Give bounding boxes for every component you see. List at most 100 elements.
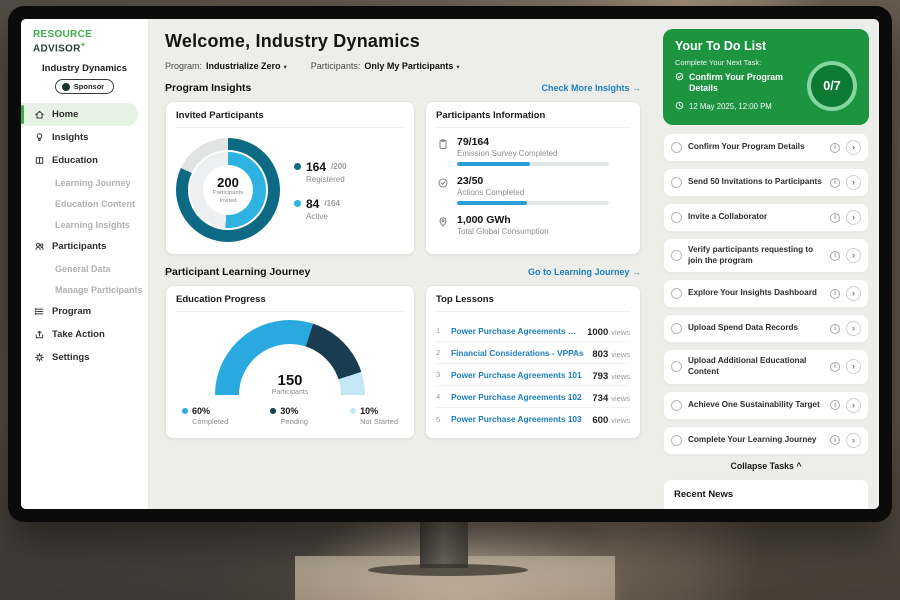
todo-title: Your To Do List <box>675 39 767 53</box>
section-title: Program Insights <box>165 82 252 94</box>
sidebar-item-program[interactable]: Program <box>21 300 148 323</box>
monitor-stand <box>420 518 468 568</box>
arrow-right-icon: → <box>632 267 641 277</box>
info-icon[interactable]: i <box>830 177 840 188</box>
info-icon[interactable]: i <box>830 142 840 153</box>
chevron-right-icon[interactable]: › <box>846 286 861 302</box>
collapse-tasks-link[interactable]: Collapse Tasks ^ <box>663 461 869 471</box>
lesson-row[interactable]: 4 Power Purchase Agreements 102 734 views <box>436 386 630 408</box>
sidebar-item-take-action[interactable]: Take Action <box>21 323 148 346</box>
sidebar-item-label: Education Content <box>55 198 135 209</box>
sidebar-item-education-content[interactable]: Education Content <box>21 193 148 214</box>
task-row[interactable]: Complete Your Learning Journey i › <box>663 425 869 455</box>
recent-news-card[interactable]: Recent News <box>663 478 869 509</box>
info-icon[interactable]: i <box>830 435 840 446</box>
chevron-right-icon[interactable]: › <box>846 175 861 190</box>
task-row[interactable]: Explore Your Insights Dashboard i › <box>663 279 869 309</box>
lesson-views: 803 <box>592 348 609 360</box>
chevron-right-icon[interactable]: › <box>846 397 861 413</box>
sidebar-item-learning-journey[interactable]: Learning Journey <box>21 172 148 193</box>
task-checkbox[interactable] <box>671 399 682 411</box>
take-action-icon <box>34 329 45 340</box>
chevron-right-icon[interactable]: › <box>846 321 861 337</box>
program-dropdown[interactable]: Program: Industrialize Zero ▾ <box>165 61 287 71</box>
task-row[interactable]: Verify participants requesting to join t… <box>663 238 869 274</box>
top-lessons-card: Top Lessons 1 Power Purchase Agreements … <box>425 285 641 439</box>
sidebar-item-general-data[interactable]: General Data <box>21 258 148 279</box>
chevron-right-icon[interactable]: › <box>846 432 861 448</box>
task-row[interactable]: Invite a Collaborator i › <box>663 203 869 232</box>
legend-total: /200 <box>331 162 347 171</box>
task-checkbox[interactable] <box>671 434 682 446</box>
chevron-up-icon: ^ <box>796 460 802 471</box>
chevron-right-icon[interactable]: › <box>846 248 861 264</box>
lesson-row[interactable]: 2 Financial Considerations - VPPAs 803 vi… <box>436 342 630 364</box>
task-label: Achieve One Sustainability Target <box>688 399 820 409</box>
sidebar-item-label: Take Action <box>52 329 105 341</box>
todo-task-list: Confirm Your Program Details i › Send 50… <box>663 133 869 455</box>
chevron-right-icon[interactable]: › <box>846 140 861 155</box>
task-checkbox[interactable] <box>671 250 682 262</box>
sidebar-nav: Home Insights Education Learning Journey <box>21 103 148 509</box>
lesson-title-link[interactable]: Power Purchase Agreements 101 <box>451 369 582 380</box>
location-pin-icon <box>436 214 449 228</box>
lesson-title-link[interactable]: Power Purchase Agreements 101 <box>451 325 581 336</box>
info-icon[interactable]: i <box>830 288 840 299</box>
legend-value: 164 <box>306 159 327 174</box>
sidebar-item-label: Education <box>52 155 98 167</box>
info-icon[interactable]: i <box>830 400 840 411</box>
lesson-title-link[interactable]: Financial Considerations - VPPAs <box>451 347 584 358</box>
task-label: Upload Additional Educational Content <box>688 356 807 376</box>
todo-subtitle: Complete Your Next Task: <box>675 58 762 67</box>
info-icon[interactable]: i <box>830 212 840 223</box>
donut-center: 200 Participants Invited <box>203 165 253 215</box>
sidebar-item-participants[interactable]: Participants <box>21 235 148 258</box>
sidebar-item-label: General Data <box>55 263 111 274</box>
sponsor-badge[interactable]: Sponsor <box>54 79 115 95</box>
logo-plus: + <box>80 40 86 49</box>
sidebar-item-insights[interactable]: Insights <box>21 126 148 149</box>
lesson-row[interactable]: 3 Power Purchase Agreements 101 793 views <box>436 364 630 386</box>
app-logo: RESOURCE ADVISOR+ <box>21 19 148 54</box>
lesson-row[interactable]: 5 Power Purchase Agreements 103 600 views <box>436 408 630 430</box>
task-row[interactable]: Confirm Your Program Details i › <box>663 133 869 162</box>
participants-dropdown[interactable]: Participants: Only My Participants ▾ <box>311 61 460 71</box>
sidebar-item-settings[interactable]: Settings <box>21 346 148 369</box>
legend-dot <box>294 163 301 170</box>
chevron-right-icon[interactable]: › <box>846 210 861 225</box>
sidebar-item-manage-participants[interactable]: Manage Participants <box>21 279 148 300</box>
task-label: Complete Your Learning Journey <box>688 434 817 444</box>
go-to-learning-journey-link[interactable]: Go to Learning Journey → <box>528 267 641 277</box>
task-row[interactable]: Upload Additional Educational Content i … <box>663 349 869 385</box>
sidebar-item-home[interactable]: Home <box>21 103 138 127</box>
task-checkbox[interactable] <box>671 288 682 300</box>
chevron-right-icon[interactable]: › <box>846 359 861 375</box>
info-icon[interactable]: i <box>830 361 840 372</box>
info-value: 79/164 <box>457 136 490 148</box>
task-checkbox[interactable] <box>671 212 682 223</box>
sidebar-item-education[interactable]: Education <box>21 149 148 172</box>
task-row[interactable]: Send 50 Invitations to Participants i › <box>663 168 869 197</box>
link-label: Check More Insights <box>541 83 630 93</box>
lesson-title-link[interactable]: Power Purchase Agreements 102 <box>451 391 582 402</box>
lesson-title-link[interactable]: Power Purchase Agreements 103 <box>451 414 582 424</box>
sidebar-item-label: Learning Insights <box>55 219 131 230</box>
sidebar-item-learning-insights[interactable]: Learning Insights <box>21 214 148 235</box>
lesson-row[interactable]: 1 Power Purchase Agreements 101 1000 view… <box>436 320 630 342</box>
sidebar-item-label: Program <box>52 306 92 318</box>
task-row[interactable]: Achieve One Sustainability Target i › <box>663 390 869 420</box>
info-icon[interactable]: i <box>830 250 840 261</box>
task-checkbox[interactable] <box>671 177 682 188</box>
check-more-insights-link[interactable]: Check More Insights → <box>541 83 641 93</box>
participants-information-card: Participants Information 79/164 Emission… <box>425 101 641 255</box>
task-row[interactable]: Upload Spend Data Records i › <box>663 314 869 344</box>
legend-label: Pending <box>280 417 308 426</box>
legend-dot <box>294 200 301 207</box>
task-checkbox[interactable] <box>671 361 682 373</box>
progress-fill <box>457 162 530 166</box>
task-checkbox[interactable] <box>671 323 682 335</box>
task-checkbox[interactable] <box>671 142 682 153</box>
info-icon[interactable]: i <box>830 323 840 334</box>
lesson-views: 734 <box>592 392 609 404</box>
